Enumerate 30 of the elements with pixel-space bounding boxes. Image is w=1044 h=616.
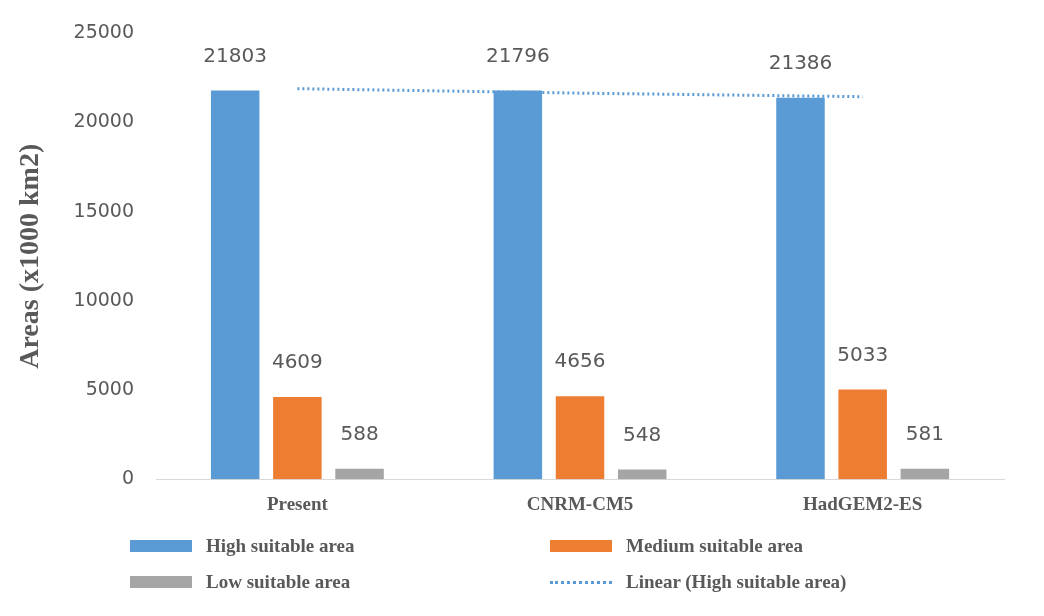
y-tick-label: 20000 — [73, 109, 135, 132]
y-tick-label: 10000 — [73, 287, 135, 310]
y-axis-title: Areas (x1000 km2) — [13, 143, 45, 369]
bar — [555, 396, 605, 480]
bar — [335, 468, 384, 480]
y-tick-label: 5000 — [85, 376, 135, 399]
y-tick-label: 25000 — [73, 20, 135, 43]
bar — [617, 469, 667, 480]
x-tick-label: Present — [266, 492, 329, 514]
y-tick-label: 0 — [121, 466, 135, 489]
bar — [900, 468, 950, 480]
x-tick-label: CNRM-CM5 — [526, 492, 634, 514]
x-tick-label: HadGEM2-ES — [803, 492, 923, 514]
legend-label: Low suitable area — [206, 571, 351, 593]
bar — [838, 389, 887, 480]
data-label: 21386 — [768, 50, 833, 75]
data-label: 21796 — [486, 42, 550, 67]
bar — [210, 90, 260, 480]
legend-label: High suitable area — [206, 535, 355, 557]
data-label: 581 — [905, 421, 944, 446]
data-label: 548 — [623, 421, 662, 446]
bar — [273, 397, 322, 480]
data-label: 5033 — [837, 341, 889, 366]
y-tick-label: 15000 — [73, 198, 135, 221]
data-label: 21803 — [203, 42, 267, 67]
data-label: 588 — [340, 420, 379, 445]
data-label: 4609 — [271, 349, 323, 374]
legend-label: Medium suitable area — [626, 535, 803, 557]
data-label: 4656 — [554, 348, 606, 373]
legend-label: Linear (High suitable area) — [626, 571, 847, 593]
